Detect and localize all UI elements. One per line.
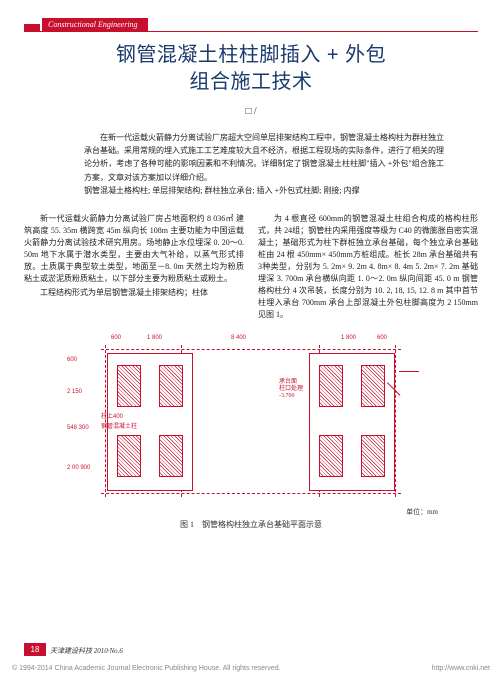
left-p1: 新一代运载火箭静力分离试验厂房占地面积约 8 036㎡ 建筑高度 55. 35m… <box>24 213 244 285</box>
title-line-2: 组合施工技术 <box>24 69 478 96</box>
col-box-r3 <box>319 435 343 477</box>
left-p2: 工程结构形式为单层钢管混凝土排架结构；柱体 <box>24 287 244 299</box>
grid-v-4 <box>395 345 396 497</box>
banner-red-block <box>24 24 40 31</box>
right-column: 为 4 根直径 600mm的钢管混凝土柱组合构成的格构柱形式，共 24组；钢管柱… <box>258 213 478 323</box>
col-box-r1 <box>319 365 343 407</box>
abstract-p2: 钢管混凝土格构柱; 单层排架结构; 群柱独立承台; 插入 +外包式柱脚; 刚接;… <box>84 184 444 197</box>
dim-top-2: 1 800 <box>147 335 162 341</box>
callout-txt-1: 承台面 柱口处理 -3.700 <box>279 379 303 401</box>
dim-top-4: 1 800 <box>341 335 356 341</box>
journal-footer: 天津建设科技 2010·No.6 <box>50 646 123 656</box>
callout-t-a: 承台面 <box>279 379 297 385</box>
col-box-r2 <box>361 365 385 407</box>
grid-h-2 <box>101 493 401 494</box>
figure-unit: 单位：mm <box>24 507 438 517</box>
body-columns: 新一代运载火箭静力分离试验厂房占地面积约 8 036㎡ 建筑高度 55. 35m… <box>24 213 478 323</box>
dim-left-1: 600 <box>67 357 77 363</box>
dim-left-2: 2 150 <box>67 389 82 395</box>
dim-left-3: 548 300 <box>67 425 89 431</box>
callout-t-c: -3.700 <box>279 393 295 399</box>
callout-line-1 <box>399 371 419 372</box>
banner-underline <box>24 31 478 32</box>
copyright-line: © 1994-2014 China Academic Journal Elect… <box>12 665 281 672</box>
left-column: 新一代运载火箭静力分离试验厂房占地面积约 8 036㎡ 建筑高度 55. 35m… <box>24 213 244 323</box>
page-root: Constructional Engineering 钢管混凝土柱柱脚插入 + … <box>0 0 502 676</box>
callout-t-b: 柱口处理 <box>279 386 303 392</box>
figure-caption: 图 1 钢管格构柱独立承台基础平面示意 <box>24 519 478 530</box>
col-box-l1 <box>117 365 141 407</box>
dim-top-1: 600 <box>111 335 121 341</box>
col-box-r4 <box>361 435 385 477</box>
grid-h-1 <box>101 349 401 350</box>
author-line: □ / <box>24 106 478 117</box>
page-number-badge: 18 <box>24 643 46 656</box>
title-line-1: 钢管混凝土柱柱脚插入 + 外包 <box>24 42 478 69</box>
banner-label: Constructional Engineering <box>42 18 148 32</box>
cnki-link: http://www.cnki.net <box>432 665 490 672</box>
left-label-1: 柱上400 <box>101 411 123 420</box>
dim-top-5: 600 <box>377 335 387 341</box>
abstract-block: 在新一代运载火箭静力分离试验厂房超大空间单层排架结构工程中，钢管混凝土格构柱为群… <box>84 131 444 197</box>
figure-box: 600 1 800 8 400 1 800 600 600 2 150 548 … <box>61 335 441 503</box>
left-label-2: 钢管混凝土柱 <box>101 421 137 430</box>
figure-area: 600 1 800 8 400 1 800 600 600 2 150 548 … <box>24 335 478 530</box>
dim-top-3: 8 400 <box>231 335 246 341</box>
banner: Constructional Engineering <box>24 18 478 32</box>
col-box-l3 <box>117 435 141 477</box>
right-p1: 为 4 根直径 600mm的钢管混凝土柱组合构成的格构柱形式，共 24组；钢管柱… <box>258 213 478 321</box>
dim-left-4: 2 00 900 <box>67 465 90 471</box>
col-box-l2 <box>159 365 183 407</box>
abstract-p1: 在新一代运载火箭静力分离试验厂房超大空间单层排架结构工程中，钢管混凝土格构柱为群… <box>84 131 444 184</box>
article-title: 钢管混凝土柱柱脚插入 + 外包 组合施工技术 <box>24 42 478 96</box>
col-box-l4 <box>159 435 183 477</box>
